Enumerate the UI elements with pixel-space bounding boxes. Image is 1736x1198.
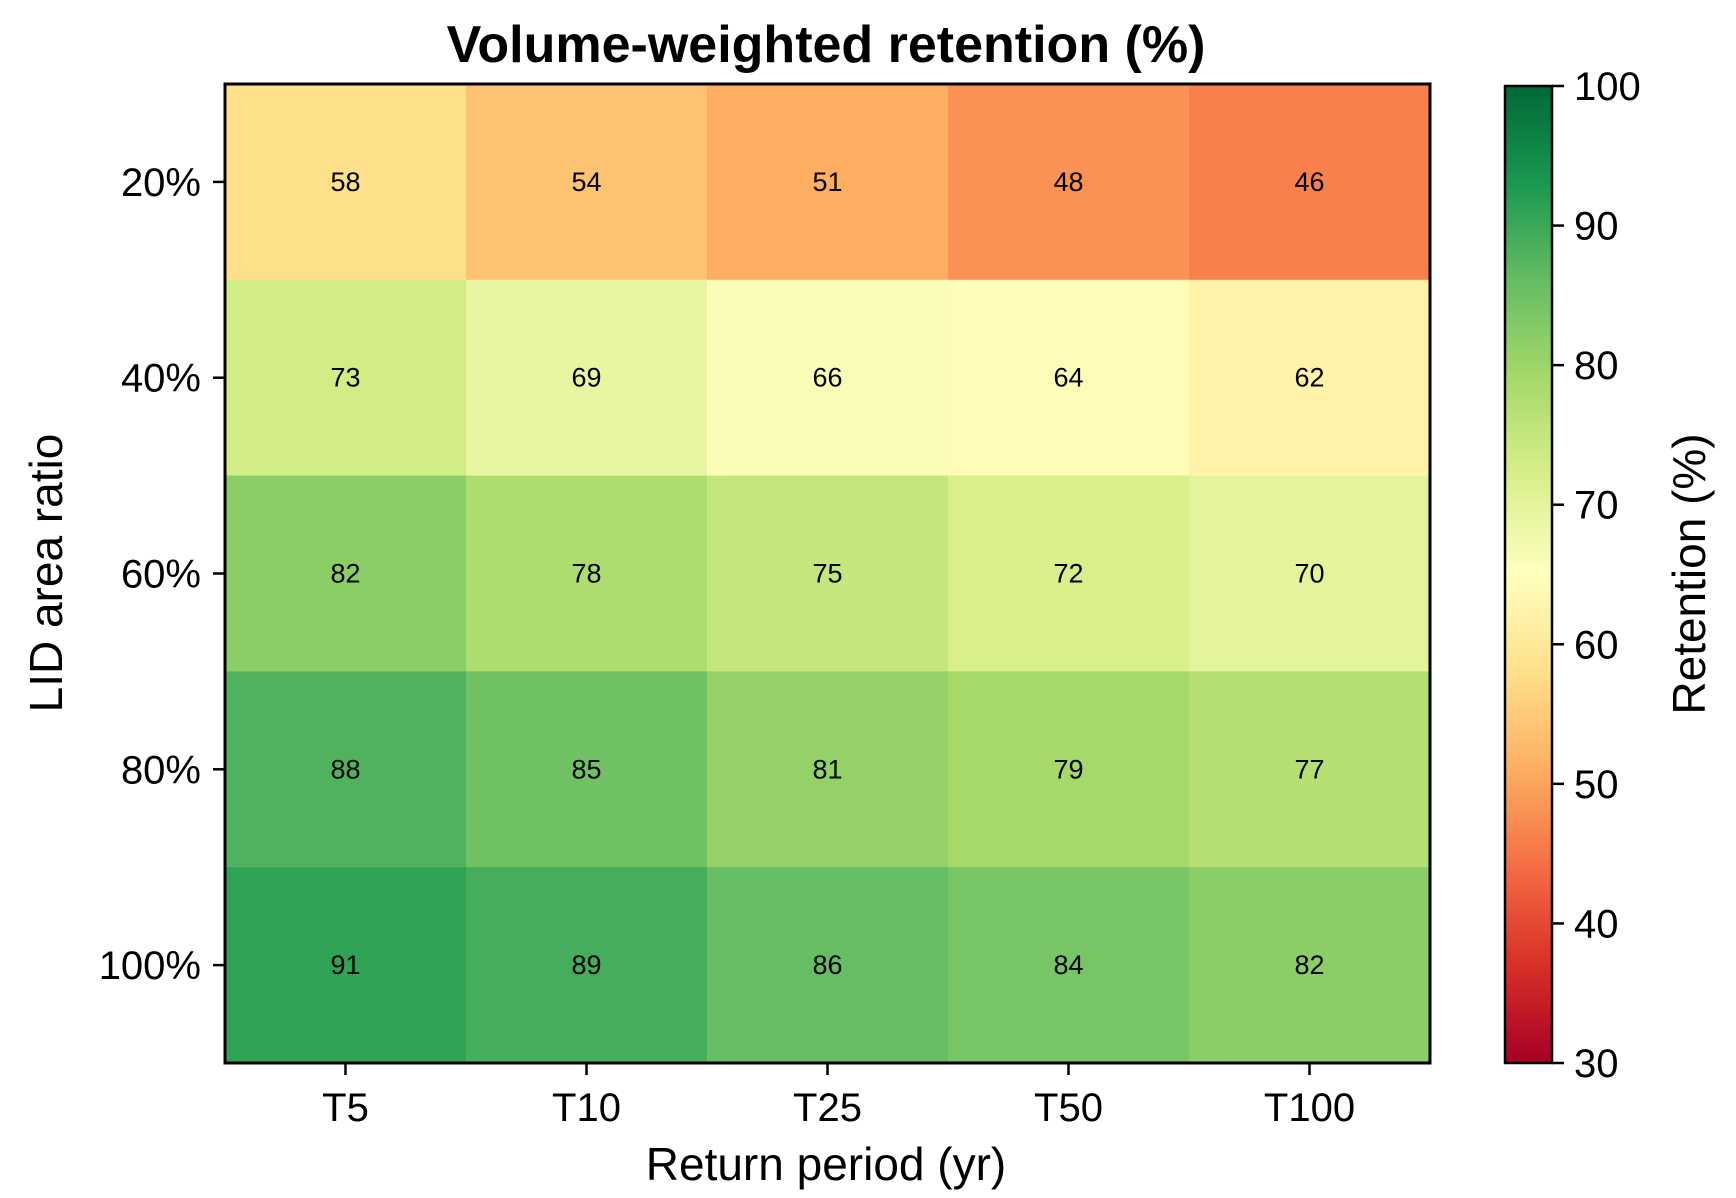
colorbar-tick-label: 80 (1574, 344, 1619, 388)
cell-value-label: 82 (330, 559, 360, 589)
cell-value-label: 48 (1053, 167, 1083, 197)
heatmap-cells (225, 84, 1431, 1064)
cell-value-label: 62 (1294, 363, 1324, 393)
x-axis-label: Return period (yr) (646, 1138, 1006, 1190)
cell-value-label: 85 (571, 754, 601, 784)
heatmap-cell (707, 84, 949, 281)
heatmap-cell (707, 867, 949, 1064)
heatmap-cell (225, 279, 467, 477)
cell-value-label: 58 (330, 167, 360, 197)
y-tick-label: 100% (99, 944, 201, 988)
x-tick-label: T5 (322, 1086, 369, 1130)
cell-value-label: 69 (571, 363, 601, 393)
cell-value-label: 66 (812, 363, 842, 393)
colorbar-tick-label: 100 (1574, 65, 1641, 109)
colorbar-tick-label: 60 (1574, 623, 1619, 667)
heatmap-cell (1189, 475, 1431, 672)
heatmap-cell (466, 867, 708, 1064)
y-tick-label: 80% (121, 748, 201, 792)
heatmap-cell (225, 671, 467, 868)
cell-value-label: 78 (571, 559, 601, 589)
colorbar-tick-label: 30 (1574, 1042, 1619, 1086)
heatmap-cell (225, 867, 467, 1064)
y-tick-label: 20% (121, 161, 201, 205)
y-tick-label: 60% (121, 553, 201, 597)
heatmap-cell (466, 84, 708, 281)
heatmap-cell (466, 671, 708, 868)
colorbar-ticks: 30 40 50 60 70 80 90 100 (1552, 65, 1641, 1086)
x-axis: T5 T10 T25 T50 T100 (322, 1063, 1355, 1130)
colorbar (1505, 86, 1552, 1063)
heatmap-cell (466, 279, 708, 477)
x-tick-label: T25 (793, 1086, 862, 1130)
colorbar-tick-label: 90 (1574, 205, 1619, 249)
heatmap-cell (1189, 671, 1431, 868)
cell-value-label: 81 (812, 754, 842, 784)
colorbar-label: Retention (%) (1663, 433, 1715, 714)
y-axis: 20% 40% 60% 80% 100% (99, 161, 225, 988)
heatmap-cell-labels: 58 54 51 48 46 73 69 66 64 62 82 78 75 72 70 88 85 81 79 77… (330, 167, 1324, 980)
heatmap-cell (1189, 867, 1431, 1064)
colorbar-tick-label: 70 (1574, 484, 1619, 528)
cell-value-label: 72 (1053, 559, 1083, 589)
x-tick-label: T100 (1264, 1086, 1355, 1130)
heatmap-cell (948, 279, 1190, 477)
colorbar-tick-label: 50 (1574, 763, 1619, 807)
heatmap-cell (948, 475, 1190, 672)
cell-value-label: 82 (1294, 950, 1324, 980)
x-tick-label: T50 (1034, 1086, 1103, 1130)
heatmap-cell (225, 84, 467, 281)
cell-value-label: 54 (571, 167, 601, 197)
y-tick-label: 40% (121, 357, 201, 401)
cell-value-label: 46 (1294, 167, 1324, 197)
heatmap-cell (225, 475, 467, 672)
cell-value-label: 70 (1294, 559, 1324, 589)
chart-title: Volume-weighted retention (%) (447, 16, 1206, 74)
cell-value-label: 89 (571, 950, 601, 980)
cell-value-label: 88 (330, 754, 360, 784)
cell-value-label: 86 (812, 950, 842, 980)
cell-value-label: 51 (812, 167, 842, 197)
heatmap-cell (1189, 84, 1431, 281)
cell-value-label: 77 (1294, 754, 1324, 784)
heatmap-cell (948, 867, 1190, 1064)
heatmap-cell (707, 475, 949, 672)
heatmap-cell (707, 279, 949, 477)
cell-value-label: 84 (1053, 950, 1083, 980)
x-tick-label: T10 (552, 1086, 621, 1130)
cell-value-label: 79 (1053, 754, 1083, 784)
heatmap-cell (466, 475, 708, 672)
heatmap-cell (707, 671, 949, 868)
heatmap-cell (948, 671, 1190, 868)
heatmap-cell (948, 84, 1190, 281)
heatmap-cell (1189, 279, 1431, 477)
cell-value-label: 73 (330, 363, 360, 393)
cell-value-label: 91 (330, 950, 360, 980)
colorbar-tick-label: 40 (1574, 902, 1619, 946)
colorbar-frame (1503, 84, 1554, 1065)
y-axis-label: LID area ratio (20, 434, 72, 713)
cell-value-label: 64 (1053, 363, 1083, 393)
cell-value-label: 75 (812, 559, 842, 589)
